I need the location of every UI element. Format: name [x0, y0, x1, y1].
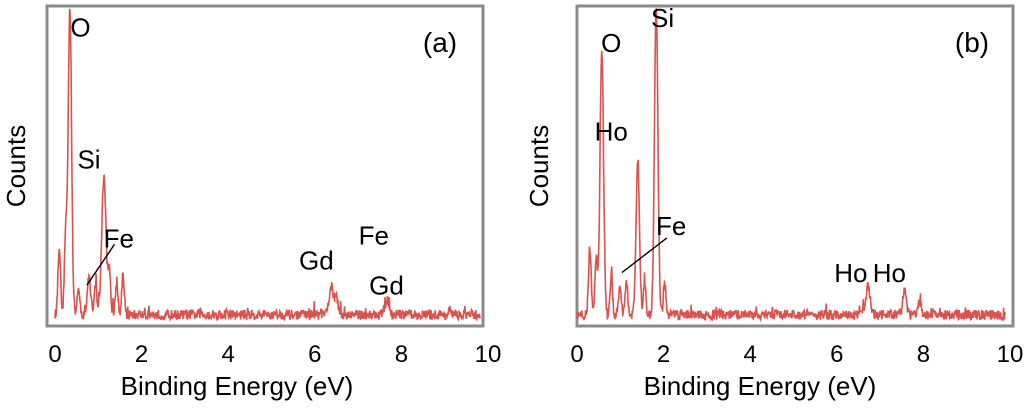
x-tick-label: 8 [917, 341, 930, 368]
chart-panel-a: 0 2 4 6 8 10 O Si Fe Gd Fe Gd (a) Binding Energy (… [1, 4, 501, 401]
x-tick-label: 0 [48, 341, 61, 368]
peak-label: Fe [104, 223, 134, 253]
x-axis-label: Binding Energy (eV) [644, 371, 877, 401]
peak-label: Si [77, 145, 100, 175]
spectrum-series [576, 7, 1006, 323]
x-tick-label: 10 [475, 341, 502, 368]
x-tick-label: 4 [744, 341, 757, 368]
panel-label: (a) [423, 27, 457, 58]
x-tick-label: 6 [830, 341, 843, 368]
plot-frame [575, 4, 1015, 328]
peak-label: Fe [656, 211, 686, 241]
y-axis-label: Counts [524, 125, 554, 207]
plot-frame [45, 4, 485, 328]
x-tick-label: 6 [308, 341, 321, 368]
leader-line [621, 237, 668, 274]
x-tick-labels: 0 2 4 6 8 10 [570, 341, 1023, 368]
peak-label: Fe [359, 220, 389, 250]
spectrum-line [576, 7, 1006, 323]
x-tick-label: 4 [222, 341, 235, 368]
peak-label: O [70, 12, 90, 42]
peak-label: Si [651, 3, 674, 33]
x-tick-labels: 0 2 4 6 8 10 [48, 341, 501, 368]
peak-label: Ho [595, 116, 628, 146]
x-tick-label: 2 [657, 341, 670, 368]
peak-label: O [601, 28, 621, 58]
peak-annotations: O Si Fe Gd Fe Gd [70, 12, 403, 300]
x-axis-label: Binding Energy (eV) [121, 371, 354, 401]
peak-label: Gd [369, 271, 404, 301]
panel-label: (b) [955, 27, 989, 58]
x-tick-label: 10 [997, 341, 1024, 368]
y-axis-label: Counts [1, 125, 31, 207]
peak-label: Gd [299, 245, 334, 275]
peak-label: Ho [873, 258, 906, 288]
x-tick-label: 8 [395, 341, 408, 368]
x-tick-label: 2 [135, 341, 148, 368]
leader-line [86, 243, 116, 286]
spectrum-series [54, 8, 481, 323]
spectrum-line [54, 8, 481, 323]
x-tick-label: 0 [570, 341, 583, 368]
peak-label: Ho [834, 258, 867, 288]
